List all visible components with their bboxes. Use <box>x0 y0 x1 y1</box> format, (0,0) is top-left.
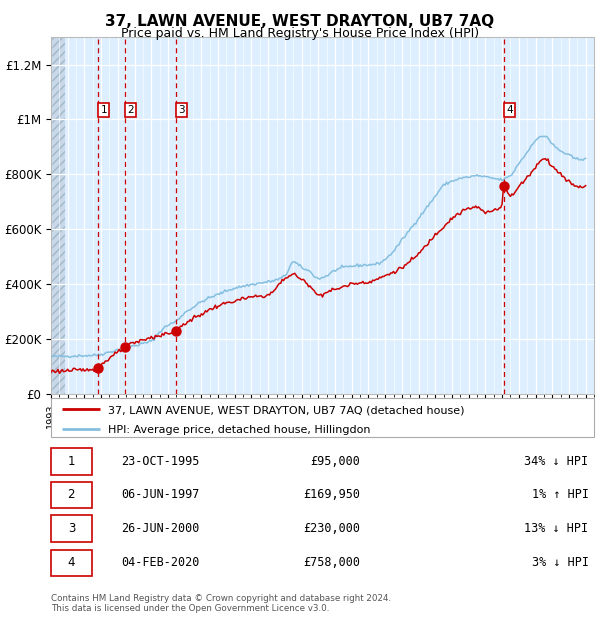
FancyBboxPatch shape <box>51 448 92 475</box>
Text: 04-FEB-2020: 04-FEB-2020 <box>122 557 200 569</box>
FancyBboxPatch shape <box>51 550 92 577</box>
Text: Price paid vs. HM Land Registry's House Price Index (HPI): Price paid vs. HM Land Registry's House … <box>121 27 479 40</box>
Text: 2: 2 <box>128 105 134 115</box>
Text: 37, LAWN AVENUE, WEST DRAYTON, UB7 7AQ (detached house): 37, LAWN AVENUE, WEST DRAYTON, UB7 7AQ (… <box>108 405 464 415</box>
Text: 13% ↓ HPI: 13% ↓ HPI <box>524 522 589 534</box>
Text: £169,950: £169,950 <box>304 489 361 501</box>
Text: 34% ↓ HPI: 34% ↓ HPI <box>524 455 589 467</box>
Text: HPI: Average price, detached house, Hillingdon: HPI: Average price, detached house, Hill… <box>108 425 371 435</box>
Text: 06-JUN-1997: 06-JUN-1997 <box>122 489 200 501</box>
Text: 3% ↓ HPI: 3% ↓ HPI <box>532 557 589 569</box>
Text: Contains HM Land Registry data © Crown copyright and database right 2024.
This d: Contains HM Land Registry data © Crown c… <box>51 594 391 613</box>
Text: 3: 3 <box>178 105 185 115</box>
Text: 4: 4 <box>68 557 75 569</box>
FancyBboxPatch shape <box>51 398 594 437</box>
Bar <box>51 37 65 394</box>
Text: £758,000: £758,000 <box>304 557 361 569</box>
FancyBboxPatch shape <box>51 515 92 542</box>
Text: 1: 1 <box>68 455 75 467</box>
Text: 1% ↑ HPI: 1% ↑ HPI <box>532 489 589 501</box>
Text: £95,000: £95,000 <box>311 455 361 467</box>
Text: £230,000: £230,000 <box>304 522 361 534</box>
Text: 3: 3 <box>68 522 75 534</box>
Text: 23-OCT-1995: 23-OCT-1995 <box>122 455 200 467</box>
Text: 4: 4 <box>506 105 513 115</box>
Text: 2: 2 <box>68 489 75 501</box>
FancyBboxPatch shape <box>51 482 92 508</box>
Text: 1: 1 <box>100 105 107 115</box>
Text: 26-JUN-2000: 26-JUN-2000 <box>122 522 200 534</box>
Text: 37, LAWN AVENUE, WEST DRAYTON, UB7 7AQ: 37, LAWN AVENUE, WEST DRAYTON, UB7 7AQ <box>106 14 494 29</box>
